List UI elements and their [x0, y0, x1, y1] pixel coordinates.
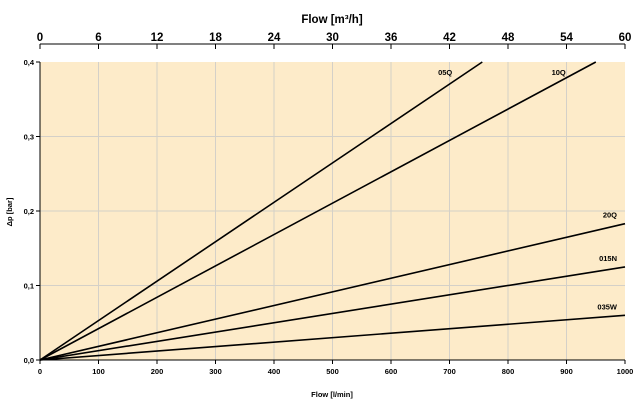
series-label-015n: 015N — [599, 254, 617, 263]
y-axis-ticks: 0,0 0,1 0,2 0,3 0,4 — [24, 58, 40, 365]
x-bottom-tick-label: 0 — [38, 367, 42, 376]
x-axis-top-title: Flow [m³/h] — [301, 14, 362, 26]
x-bottom-tick-label: 300 — [209, 367, 222, 376]
x-top-tick-label: 24 — [268, 32, 281, 44]
x-bottom-tick-label: 500 — [326, 367, 339, 376]
y-axis-title: Δp [bar] — [5, 197, 14, 226]
series-line-20q — [39, 222, 626, 361]
x-bottom-tick-label: 600 — [385, 367, 398, 376]
x-bottom-tick-label: 900 — [560, 367, 573, 376]
series-lines — [39, 61, 626, 361]
x-top-tick-label: 0 — [37, 32, 43, 44]
series-line-015n — [39, 266, 626, 361]
grid — [40, 62, 625, 360]
series-line-10q — [39, 61, 597, 361]
x-top-tick-label: 48 — [502, 32, 515, 44]
y-tick-label: 0,3 — [24, 133, 34, 142]
series-label-10q: 10Q — [552, 68, 566, 77]
x-top-tick-label: 12 — [151, 32, 164, 44]
y-tick-label: 0,1 — [24, 282, 34, 291]
x-bottom-tick-label: 400 — [268, 367, 281, 376]
x-top-tick-label: 54 — [560, 32, 573, 44]
series-label-035w: 035W — [597, 302, 618, 311]
x-axis-top-ticks: 0 6 12 18 24 30 36 42 48 54 60 — [37, 32, 632, 49]
x-bottom-tick-label: 100 — [92, 367, 105, 376]
x-bottom-tick-label: 200 — [151, 367, 164, 376]
x-top-tick-label: 60 — [619, 32, 632, 44]
x-bottom-tick-label: 1000 — [617, 367, 633, 376]
series-label-20q: 20Q — [603, 211, 617, 220]
x-top-tick-label: 36 — [385, 32, 398, 44]
series-labels: 05Q 10Q 20Q 015N 035W — [438, 68, 618, 311]
series-line-035w — [39, 314, 626, 361]
x-top-tick-label: 6 — [95, 32, 101, 44]
x-axis-bottom-ticks: 0 100 200 300 400 500 600 700 800 900 1000 — [38, 360, 633, 376]
y-tick-label: 0,4 — [24, 58, 35, 67]
x-bottom-tick-label: 700 — [443, 367, 456, 376]
series-label-05q: 05Q — [438, 68, 452, 77]
x-top-tick-label: 18 — [209, 32, 222, 44]
y-tick-label: 0,2 — [24, 207, 34, 216]
x-bottom-tick-label: 800 — [502, 367, 515, 376]
x-top-tick-label: 42 — [443, 32, 456, 44]
x-axis-bottom-title: Flow [l/min] — [311, 390, 353, 399]
series-line-05q — [39, 61, 483, 361]
x-top-tick-label: 30 — [326, 32, 339, 44]
y-tick-label: 0,0 — [24, 356, 34, 365]
